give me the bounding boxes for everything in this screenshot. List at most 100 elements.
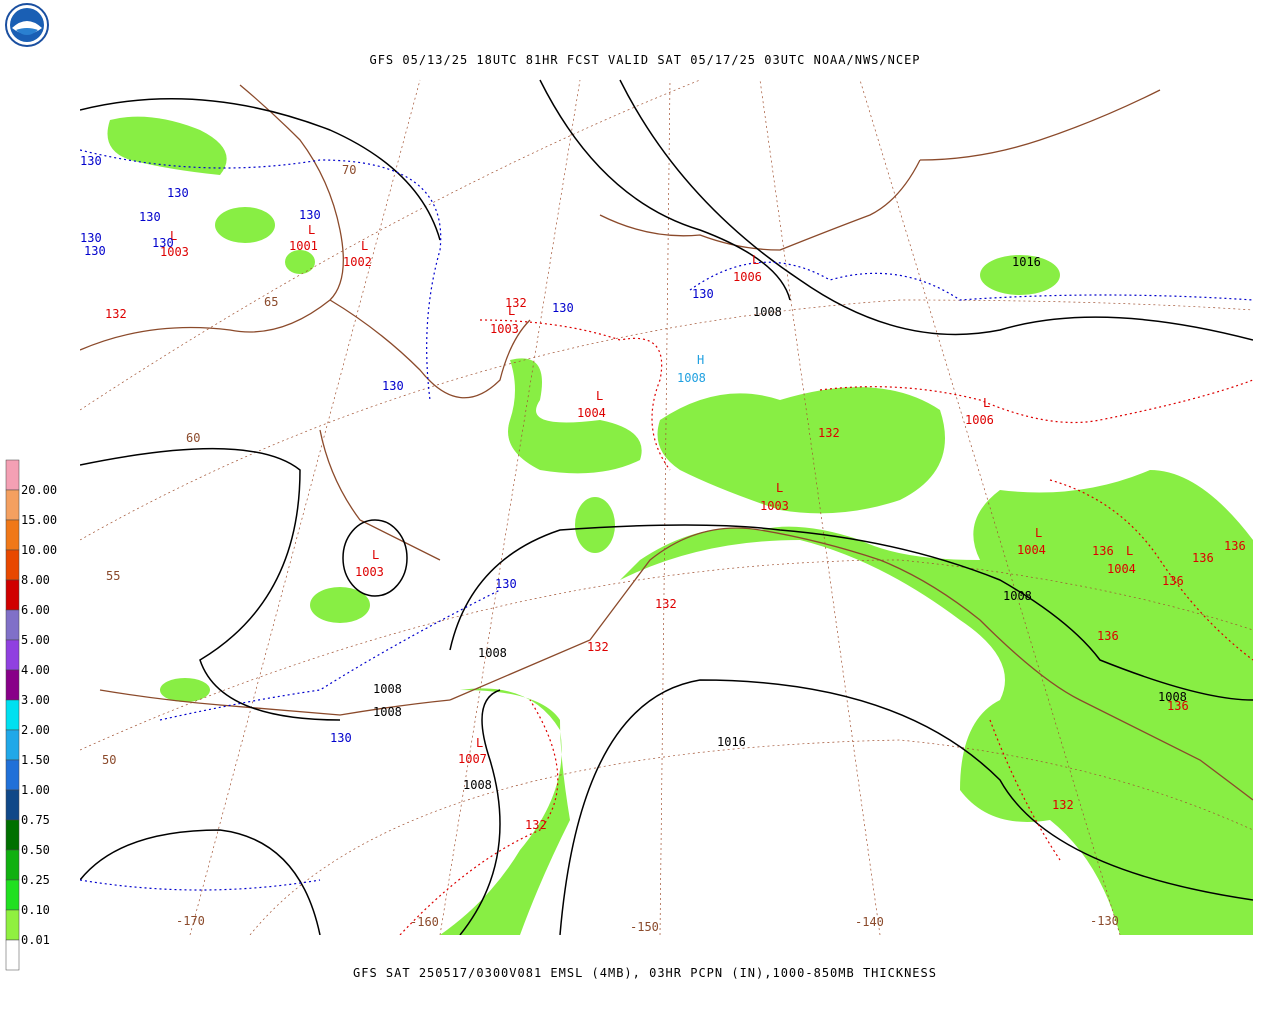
legend-swatch	[5, 549, 20, 581]
legend-swatch	[5, 729, 20, 761]
legend-swatch	[5, 669, 20, 701]
thickness-label: 136	[1167, 699, 1189, 713]
legend-swatch	[5, 459, 20, 491]
low-symbol: L	[361, 239, 368, 253]
thickness-label: 130	[167, 186, 189, 200]
longitude-label: -130	[1090, 914, 1119, 928]
legend-swatch	[5, 579, 20, 611]
longitude-label: -140	[855, 915, 884, 929]
latitude-label: 60	[186, 431, 200, 445]
isobar-label: 1008	[478, 646, 507, 660]
legend-swatch	[5, 789, 20, 821]
isobar-label: 1008	[753, 305, 782, 319]
legend-swatch	[5, 849, 20, 881]
latitude-label: 70	[342, 163, 356, 177]
legend-label: 20.00	[21, 483, 57, 497]
thickness-label: 132	[818, 426, 840, 440]
legend-label: 5.00	[21, 633, 50, 647]
map-labels: 70 65 60 55 50 -170 -160 -150 -140 -130 L 1003 L 1001…	[80, 154, 1246, 934]
legend-label: 2.00	[21, 723, 50, 737]
legend-swatch	[5, 489, 20, 521]
legend-swatch	[5, 939, 20, 971]
low-symbol: L	[476, 736, 483, 750]
legend-label: 0.75	[21, 813, 50, 827]
low-symbol: L	[1126, 544, 1133, 558]
thickness-130	[80, 149, 1253, 891]
thickness-label: 130	[692, 287, 714, 301]
longitude-label: -170	[176, 914, 205, 928]
low-value: 1003	[355, 565, 384, 579]
isobar-label: 1016	[717, 735, 746, 749]
thickness-label: 130	[84, 244, 106, 258]
thickness-label: 130	[330, 731, 352, 745]
thickness-label: 132	[505, 296, 527, 310]
thickness-label: 130	[139, 210, 161, 224]
longitude-label: -160	[410, 915, 439, 929]
map: 70 65 60 55 50 -170 -160 -150 -140 -130 L 1003 L 1001…	[80, 79, 1253, 935]
title: GFS 05/13/25 18UTC 81HR FCST VALID SAT 0…	[369, 53, 920, 67]
low-value: 1001	[289, 239, 318, 253]
precip-areas	[107, 116, 1253, 935]
thickness-label: 130	[495, 577, 517, 591]
legend-label: 3.00	[21, 693, 50, 707]
legend-label: 10.00	[21, 543, 57, 557]
legend-label: 0.01	[21, 933, 50, 947]
thickness-label: 130	[80, 231, 102, 245]
isobar-label: 1008	[1003, 589, 1032, 603]
high-value: 1008	[677, 371, 706, 385]
legend-label: 15.00	[21, 513, 57, 527]
isobar-label: 1016	[1012, 255, 1041, 269]
low-value: 1003	[760, 499, 789, 513]
noaa-logo	[5, 3, 49, 47]
latitude-label: 50	[102, 753, 116, 767]
legend-swatch	[5, 819, 20, 851]
low-symbol: L	[752, 253, 759, 267]
legend-label: 0.25	[21, 873, 50, 887]
legend-label: 1.00	[21, 783, 50, 797]
thickness-label: 130	[152, 236, 174, 250]
thickness-label: 130	[382, 379, 404, 393]
thickness-label: 130	[80, 154, 102, 168]
low-symbol: L	[1035, 526, 1042, 540]
low-value: 1003	[490, 322, 519, 336]
isobars	[80, 79, 1253, 935]
thickness-label: 136	[1162, 574, 1184, 588]
thickness-label: 136	[1097, 629, 1119, 643]
low-value: 1004	[1017, 543, 1046, 557]
thickness-label: 130	[552, 301, 574, 315]
low-value: 1006	[965, 413, 994, 427]
legend-swatch	[5, 609, 20, 641]
low-value: 1007	[458, 752, 487, 766]
isobar-label: 1008	[463, 778, 492, 792]
low-symbol: L	[508, 304, 515, 318]
low-value: 1003	[160, 245, 189, 259]
low-value: 1002	[343, 255, 372, 269]
legend-swatch	[5, 519, 20, 551]
low-symbol: L	[596, 389, 603, 403]
isobar-label: 1008	[373, 705, 402, 719]
thickness-label: 132	[655, 597, 677, 611]
isobar-label: 1008	[1158, 690, 1187, 704]
legend-label: 0.10	[21, 903, 50, 917]
isobar-label: 1008	[373, 682, 402, 696]
low-value: 1006	[733, 270, 762, 284]
thickness-label: 132	[1052, 798, 1074, 812]
legend-label: 0.50	[21, 843, 50, 857]
coastlines	[80, 84, 1253, 801]
legend-swatch	[5, 639, 20, 671]
thickness-label: 132	[587, 640, 609, 654]
thickness-label: 136	[1224, 539, 1246, 553]
low-symbol: L	[983, 396, 990, 410]
thickness-label: 136	[1092, 544, 1114, 558]
thickness-label: 132	[105, 307, 127, 321]
thickness-132	[399, 319, 1253, 935]
low-value: 1004	[577, 406, 606, 420]
low-symbol: L	[372, 548, 379, 562]
legend-swatch	[5, 909, 20, 941]
legend-swatch	[5, 879, 20, 911]
legend-swatch	[5, 699, 20, 731]
thickness-label: 130	[299, 208, 321, 222]
footer-caption: GFS SAT 250517/0300V081 EMSL (4MB), 03HR…	[353, 966, 937, 980]
legend-swatch	[5, 759, 20, 791]
